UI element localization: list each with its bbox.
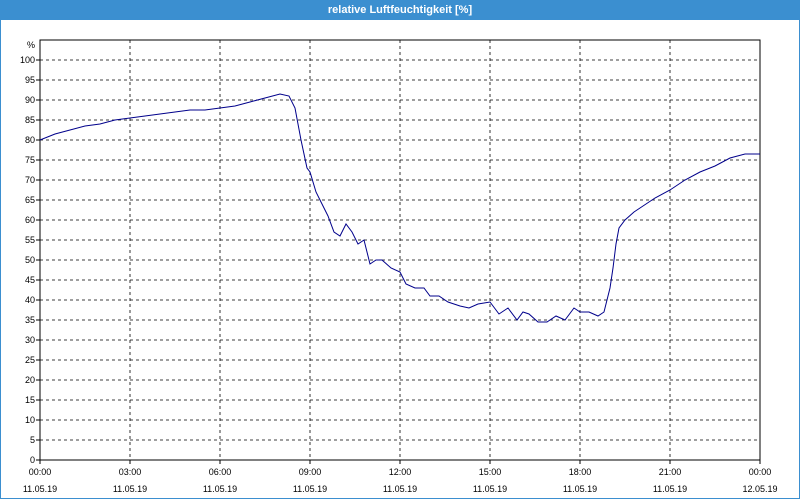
y-tick-label: 65: [25, 195, 35, 205]
y-tick-label: 70: [25, 175, 35, 185]
chart-title-bar: relative Luftfeuchtigkeit [%]: [0, 0, 800, 20]
grid-lines: [40, 40, 760, 460]
y-tick-label: 60: [25, 215, 35, 225]
x-tick-time-label: 03:00: [119, 467, 142, 477]
y-tick-label: 55: [25, 235, 35, 245]
x-tick-date-label: 11.05.19: [653, 484, 687, 494]
x-tick-date-label: 11.05.19: [383, 484, 417, 494]
y-tick-label: 85: [25, 115, 35, 125]
x-axis-ticks: 00:00 11.05.19 03:00 11.05.19 06:00 11.05.19 0…: [23, 460, 778, 494]
y-tick-label: 100: [20, 55, 35, 65]
y-tick-label: 5: [30, 435, 35, 445]
x-tick-date-label: 11.05.19: [203, 484, 237, 494]
x-tick-time-label: 06:00: [209, 467, 232, 477]
y-tick-label: 75: [25, 155, 35, 165]
x-tick-date-label: 11.05.19: [113, 484, 147, 494]
x-tick-date-label: 11.05.19: [23, 484, 57, 494]
y-tick-label: 45: [25, 275, 35, 285]
x-tick-time-label: 00:00: [29, 467, 52, 477]
x-tick-time-label: 00:00: [749, 467, 772, 477]
x-tick-date-label: 11.05.19: [563, 484, 597, 494]
y-tick-label: 35: [25, 315, 35, 325]
y-tick-label: 15: [25, 395, 35, 405]
x-tick-time-label: 18:00: [569, 467, 592, 477]
chart-title: relative Luftfeuchtigkeit [%]: [327, 4, 473, 16]
y-tick-label: 80: [25, 135, 35, 145]
y-tick-label: 95: [25, 75, 35, 85]
series-line-humidity: [39, 93, 760, 323]
y-tick-label: 90: [25, 95, 35, 105]
y-axis-ticks: 0 5 10 15 20 25 30 35 40 45 50 55 60 65 70 75 80 85 90 95 10…: [20, 55, 40, 465]
x-tick-date-label: 11.05.19: [293, 484, 327, 494]
y-tick-label: 0: [30, 455, 35, 465]
y-tick-label: 25: [25, 355, 35, 365]
y-tick-label: 20: [25, 375, 35, 385]
y-axis-label: %: [27, 40, 35, 50]
x-tick-date-label: 12.05.19: [742, 484, 777, 494]
x-tick-time-label: 09:00: [299, 467, 322, 477]
y-tick-label: 30: [25, 335, 35, 345]
x-tick-date-label: 11.05.19: [473, 484, 507, 494]
x-tick-time-label: 21:00: [659, 467, 682, 477]
y-tick-label: 40: [25, 295, 35, 305]
y-tick-label: 10: [25, 415, 35, 425]
x-tick-time-label: 12:00: [389, 467, 412, 477]
y-tick-label: 50: [25, 255, 35, 265]
x-tick-time-label: 15:00: [479, 467, 502, 477]
